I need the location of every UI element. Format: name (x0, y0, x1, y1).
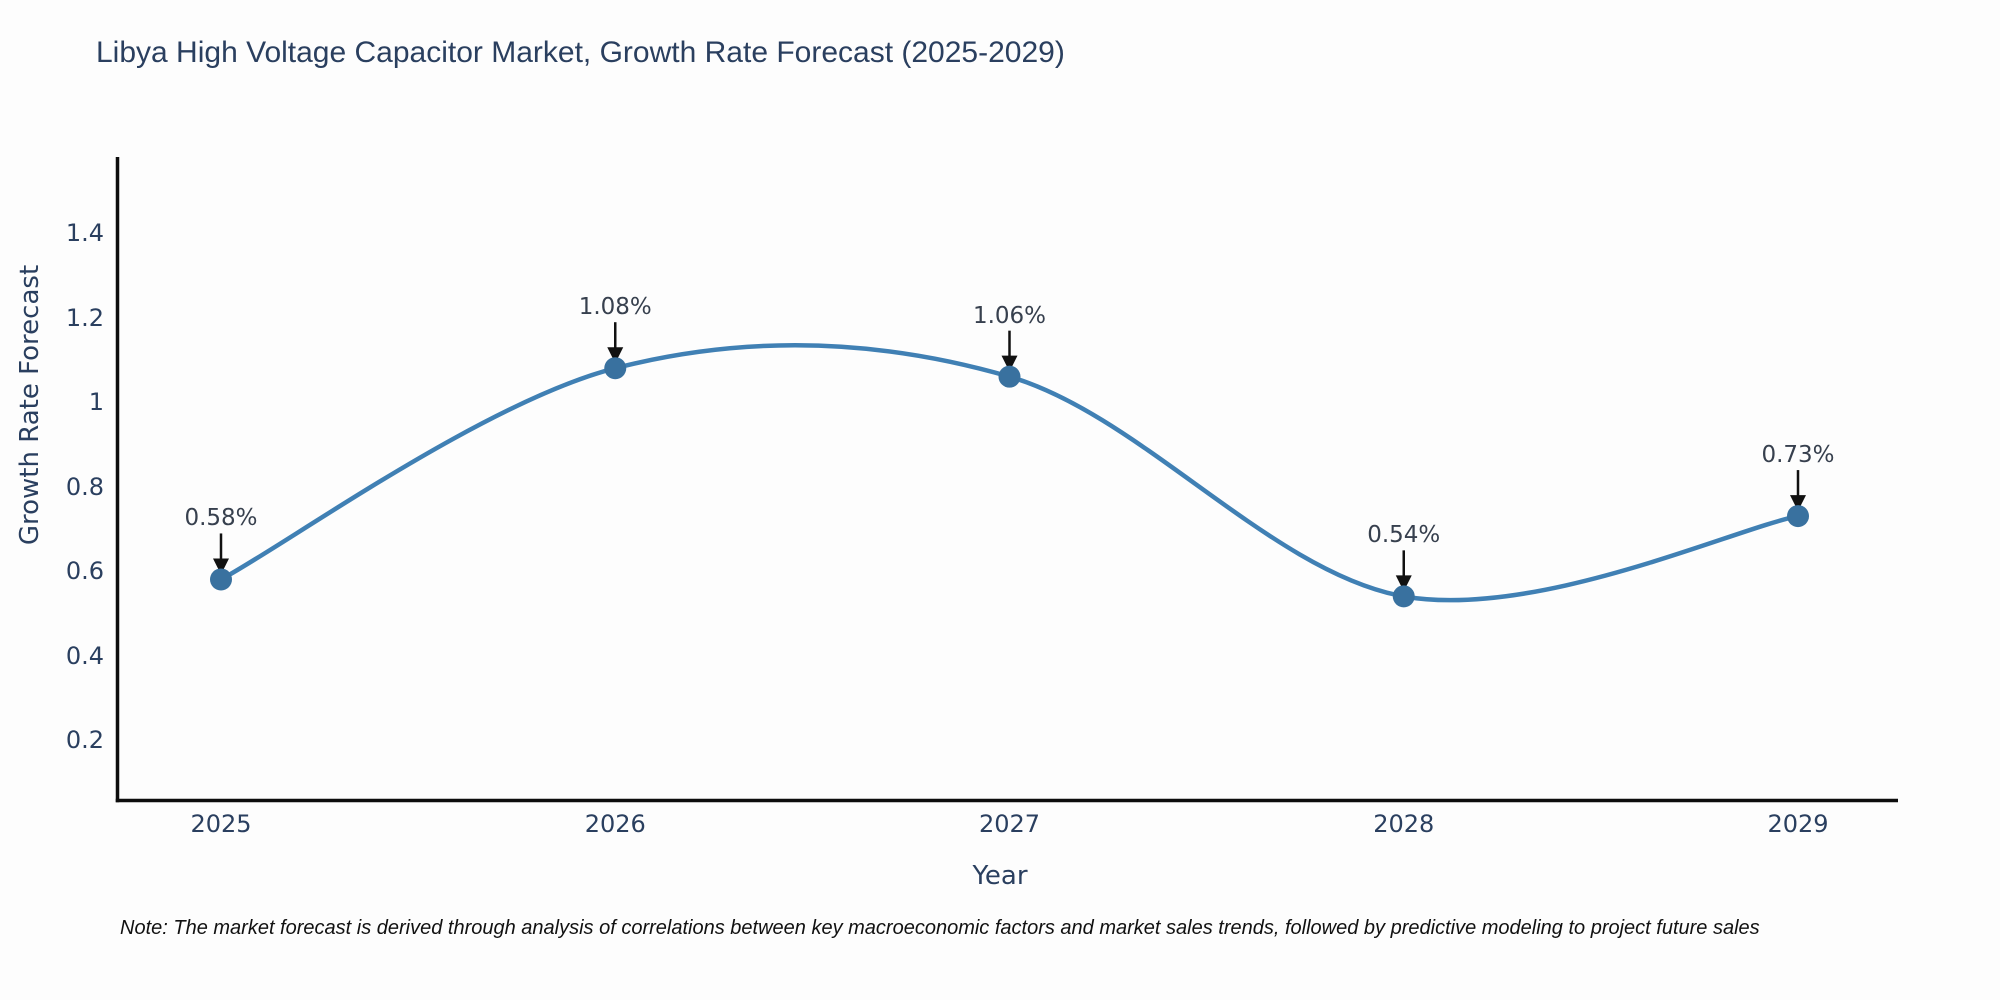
x-tick-label: 2027 (978, 810, 1041, 838)
data-point-marker (210, 568, 232, 591)
y-tick-label: 1.4 (65, 219, 104, 247)
point-value-label: 1.06% (972, 302, 1047, 329)
x-tick-label: 2026 (584, 810, 646, 838)
y-tick-label: 0.6 (65, 557, 104, 585)
y-axis-title: Growth Rate Forecast (15, 264, 45, 546)
chart-title: Libya High Voltage Capacitor Market, Gro… (96, 36, 1065, 69)
annotation-arrow-head (213, 558, 229, 575)
x-tick-label: 2029 (1767, 810, 1829, 838)
footnote: Note: The market forecast is derived thr… (120, 917, 1760, 939)
x-tick-label: 2025 (190, 810, 252, 838)
y-tick-label: 1 (88, 388, 104, 416)
data-point-marker (1787, 505, 1809, 528)
y-tick-label: 0.2 (65, 726, 104, 754)
point-value-label: 0.58% (184, 505, 258, 532)
y-tick-label: 0.4 (65, 641, 104, 670)
x-axis-title: Year (972, 861, 1028, 891)
data-point-marker (604, 357, 627, 380)
annotation-arrow-head (1001, 355, 1018, 372)
annotation-arrow-head (1395, 575, 1412, 592)
annotation-arrow-head (1790, 495, 1806, 512)
data-point-marker (998, 365, 1021, 388)
y-tick-label: 0.8 (65, 472, 104, 501)
y-tick-label: 1.2 (65, 303, 104, 332)
x-tick-label: 2028 (1373, 810, 1435, 838)
data-point-marker (1392, 585, 1415, 608)
point-value-label: 0.73% (1761, 442, 1835, 469)
point-value-label: 1.08% (578, 294, 652, 321)
point-value-label: 0.54% (1367, 522, 1441, 549)
annotation-arrow-head (607, 347, 624, 364)
